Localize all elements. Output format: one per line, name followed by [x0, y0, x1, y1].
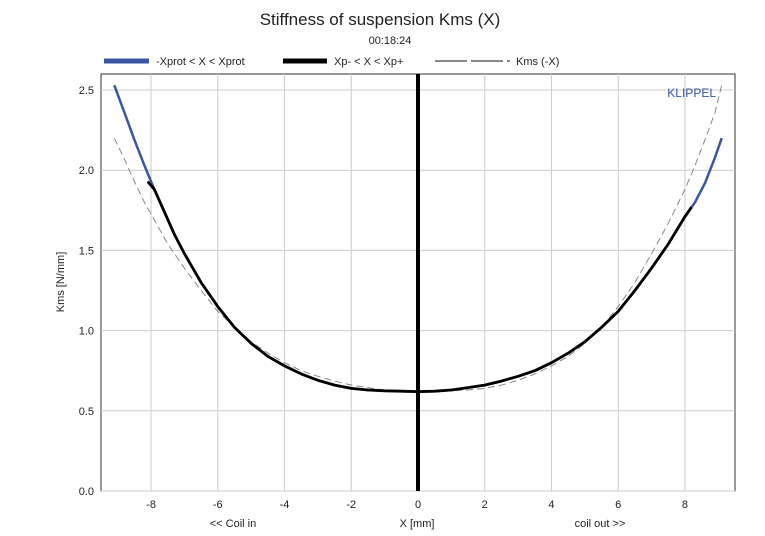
x-tick-label: -2 [346, 499, 356, 511]
x-axis-label: X [mm] [400, 518, 435, 530]
chart-title: Stiffness of suspension Kms (X) [260, 10, 501, 29]
y-tick-label: 2.5 [79, 85, 94, 97]
y-tick-label: 1.5 [79, 245, 94, 257]
x-tick-label: 8 [682, 499, 688, 511]
x-tick-label: -4 [280, 499, 290, 511]
legend-label-1: -Xprot < X < Xprot [156, 56, 245, 68]
x-tick-label: 6 [615, 499, 621, 511]
x-tick-label: 2 [482, 499, 488, 511]
y-axis-label: Kms [N/mm] [55, 252, 67, 313]
legend: -Xprot < X < Xprot Xp- < X < Xp+ Kms (-X… [104, 56, 559, 68]
x-ticks: -8 -6 -4 -2 0 2 4 6 8 [146, 499, 688, 511]
series-layer [113, 74, 723, 491]
x-annotation-right: coil out >> [575, 518, 626, 530]
legend-label-2: Xp- < X < Xp+ [334, 56, 403, 68]
y-tick-label: 1.0 [79, 326, 94, 338]
x-annotation-left: << Coil in [210, 518, 256, 530]
chart-subtitle: 00:18:24 [369, 35, 412, 47]
y-tick-label: 2.0 [79, 165, 94, 177]
series-xp-line [146, 180, 693, 393]
x-tick-label: -6 [213, 499, 223, 511]
y-tick-label: 0.5 [79, 406, 94, 418]
klippel-brand: KLIPPEL [667, 86, 716, 100]
y-tick-label: 0.0 [79, 486, 94, 498]
x-tick-label: -8 [146, 499, 156, 511]
x-tick-label: 4 [548, 499, 554, 511]
y-ticks: 0.0 0.5 1.0 1.5 2.0 2.5 [79, 85, 94, 498]
x-tick-label: 0 [415, 499, 421, 511]
legend-label-3: Kms (-X) [516, 56, 559, 68]
